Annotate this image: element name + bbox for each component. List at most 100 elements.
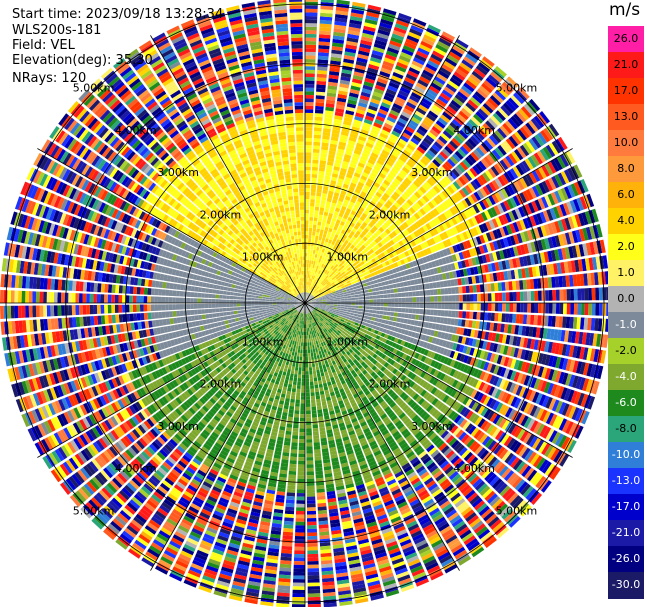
velocity-gate: [322, 264, 327, 269]
velocity-gate: [442, 111, 453, 121]
velocity-gate: [349, 315, 354, 319]
velocity-gate: [453, 71, 466, 81]
velocity-gate: [328, 78, 339, 83]
velocity-gate: [394, 123, 404, 132]
velocity-gate: [351, 156, 359, 162]
velocity-gate: [435, 138, 446, 148]
velocity-gate: [309, 217, 314, 221]
velocity-gate: [451, 310, 456, 318]
velocity-gate: [325, 201, 331, 206]
velocity-gate: [347, 140, 356, 146]
velocity-gate: [320, 275, 324, 280]
velocity-gate: [419, 186, 427, 194]
velocity-gate: [337, 227, 342, 233]
velocity-gate: [357, 291, 362, 295]
velocity-gate: [444, 187, 453, 197]
velocity-gate: [308, 227, 313, 232]
velocity-gate: [357, 311, 362, 315]
velocity-gate: [447, 310, 452, 317]
velocity-gate: [395, 218, 402, 226]
velocity-gate: [394, 293, 399, 298]
velocity-gate: [316, 277, 320, 282]
velocity-gate: [427, 201, 435, 209]
velocity-gate: [335, 104, 345, 110]
velocity-gate: [449, 77, 462, 87]
velocity-gate: [340, 296, 345, 299]
velocity-gate: [305, 84, 315, 88]
velocity-gate: [328, 150, 336, 156]
velocity-gate: [507, 118, 519, 130]
velocity-gate: [380, 169, 388, 176]
velocity-gate: [332, 262, 337, 267]
velocity-gate: [329, 251, 334, 257]
velocity-gate: [372, 216, 379, 223]
velocity-gate: [408, 217, 415, 224]
velocity-gate: [305, 252, 308, 257]
velocity-gate: [426, 212, 434, 220]
velocity-gate: [310, 202, 315, 207]
velocity-gate: [347, 305, 352, 308]
velocity-gate: [432, 159, 441, 168]
velocity-gate: [427, 88, 438, 98]
velocity-gate: [319, 229, 324, 234]
velocity-gate: [383, 122, 393, 130]
velocity-gate: [386, 88, 397, 96]
velocity-gate: [441, 63, 454, 73]
velocity-gate: [318, 251, 322, 256]
velocity-gate: [396, 158, 405, 166]
velocity-gate: [367, 4, 382, 12]
velocity-gate: [370, 210, 377, 216]
velocity-gate: [319, 290, 323, 294]
velocity-gate: [356, 108, 366, 115]
velocity-gate: [387, 293, 391, 298]
velocity-gate: [437, 295, 442, 302]
velocity-gate: [371, 49, 384, 57]
velocity-gate: [357, 181, 365, 188]
velocity-gate: [499, 125, 510, 137]
velocity-gate: [398, 216, 405, 224]
velocity-gate: [432, 185, 441, 194]
velocity-gate: [319, 284, 323, 288]
velocity-gate: [316, 492, 326, 497]
velocity-gate: [391, 204, 398, 211]
velocity-gate: [336, 204, 342, 209]
velocity-gate: [432, 104, 443, 114]
velocity-gate: [368, 175, 376, 182]
velocity-gate: [308, 263, 311, 268]
velocity-gate: [394, 303, 399, 308]
velocity-gate: [404, 286, 409, 292]
velocity-gate: [326, 99, 336, 105]
velocity-gate: [317, 287, 321, 291]
velocity-gate: [391, 150, 400, 158]
velocity-gate: [406, 160, 415, 169]
velocity-gate: [494, 282, 499, 292]
velocity-gate: [523, 291, 528, 301]
velocity-gate: [376, 295, 381, 299]
velocity-gate: [363, 286, 369, 290]
velocity-gate: [321, 145, 329, 151]
velocity-gate: [307, 252, 310, 257]
velocity-gate: [351, 126, 360, 132]
velocity-gate: [494, 89, 507, 101]
velocity-gate: [309, 209, 314, 214]
velocity-gate: [403, 128, 413, 137]
velocity-gate: [402, 221, 409, 229]
velocity-gate: [369, 299, 374, 303]
velocity-gate: [343, 116, 353, 123]
velocity-gate: [388, 216, 395, 223]
velocity-gate: [384, 143, 394, 150]
velocity-gate: [355, 249, 361, 255]
velocity-gate: [415, 308, 420, 314]
velocity-gate: [441, 31, 456, 41]
velocity-gate: [501, 281, 506, 291]
velocity-gate: [367, 191, 375, 198]
velocity-gate: [314, 239, 318, 244]
velocity-gate: [333, 118, 343, 124]
velocity-gate: [318, 416, 324, 421]
velocity-gate: [495, 110, 506, 122]
velocity-gate: [377, 248, 383, 254]
velocity-gate: [312, 287, 316, 292]
velocity-gate: [417, 160, 427, 169]
velocity-gate: [427, 164, 436, 173]
velocity-gate: [383, 192, 390, 200]
